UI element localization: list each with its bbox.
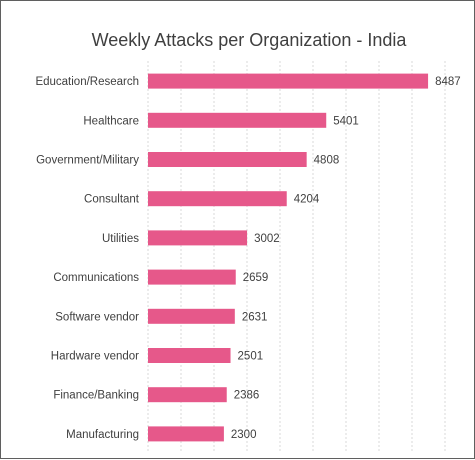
bar [148, 152, 307, 167]
value-label: 4204 [294, 194, 320, 206]
category-label: Utilities [102, 233, 139, 245]
value-label: 2501 [238, 351, 264, 363]
bar [148, 191, 287, 207]
category-label: Healthcare [83, 115, 139, 127]
category-label: Manufacturing [66, 429, 139, 441]
bars: Education/Research 8487 Healthcare 5401 Gove… [35, 73, 461, 442]
bar [148, 308, 235, 324]
value-label: 2386 [234, 390, 260, 402]
chart-title: Weekly Attacks per Organization - India [92, 30, 408, 50]
category-label: Communications [53, 272, 139, 284]
bar [148, 348, 231, 363]
category-label: Finance/Banking [53, 390, 139, 402]
bar [148, 230, 248, 246]
category-label: Education/Research [35, 76, 139, 88]
bar [148, 269, 236, 285]
bar [148, 112, 327, 128]
value-label: 3002 [254, 233, 280, 245]
value-label: 4808 [314, 155, 340, 167]
bar [148, 387, 227, 403]
category-label: Software vendor [55, 311, 139, 323]
bar [148, 426, 224, 442]
value-label: 2300 [231, 429, 257, 441]
value-label: 2631 [242, 311, 268, 323]
category-label: Hardware vendor [51, 351, 139, 363]
category-label: Government/Military [36, 155, 139, 167]
value-label: 8487 [435, 76, 461, 88]
value-label: 2659 [243, 272, 269, 284]
value-label: 5401 [333, 115, 359, 127]
bar [148, 73, 429, 89]
category-label: Consultant [84, 194, 140, 206]
